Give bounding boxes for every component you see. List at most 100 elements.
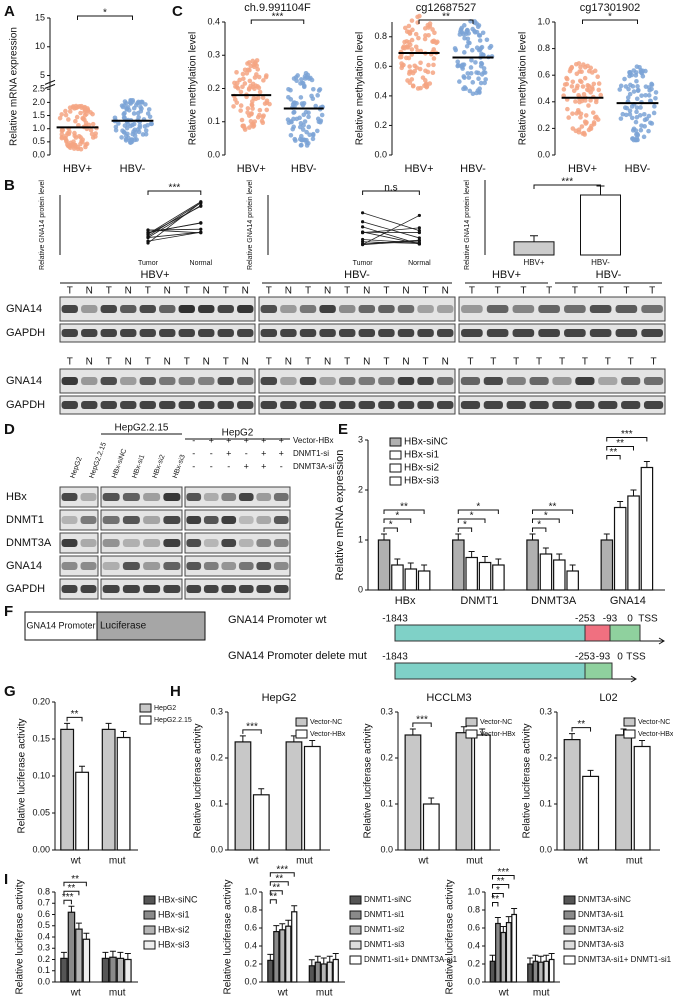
blot-band (338, 329, 356, 337)
y-tick-label: 0.2 (244, 958, 257, 968)
data-dot (260, 114, 266, 120)
error-bar (267, 953, 274, 961)
data-dot (89, 131, 95, 137)
blot-membrane (59, 509, 99, 531)
legend-swatch (349, 895, 362, 905)
x-tick-label: HBV+ (568, 163, 597, 175)
bar (492, 564, 505, 591)
data-dot (288, 97, 294, 102)
bar (543, 960, 550, 983)
data-dot (242, 67, 248, 73)
paired-dot (361, 231, 365, 235)
blot-band (417, 377, 434, 385)
data-dot (413, 44, 419, 50)
legend-label: Vector-NC (638, 719, 670, 726)
promoter-segment (394, 662, 586, 680)
position-label: 0 (627, 614, 633, 625)
data-dot (259, 118, 265, 124)
data-dot (248, 118, 254, 124)
treatment-mark: - (280, 461, 283, 471)
y-axis-label: Relative luciferase activity (445, 879, 456, 994)
data-dot (646, 128, 651, 134)
bar (511, 913, 518, 983)
data-dot (93, 134, 98, 139)
data-dot (430, 27, 435, 32)
y-axis-label: Relative luciferase activity (17, 718, 28, 833)
lane-label: T (520, 286, 526, 297)
lane-label: N (402, 286, 409, 297)
significance-bracket (606, 437, 648, 442)
legend-swatch (465, 729, 478, 739)
y-tick-label: 0.8 (467, 904, 480, 914)
bar (60, 957, 68, 983)
blot-band (143, 585, 161, 593)
legend-label: HBx-si3 (158, 939, 190, 949)
x-tick-label: wt (498, 988, 509, 999)
blot-band (61, 401, 78, 409)
blot-band (299, 329, 317, 337)
bar (417, 570, 431, 591)
bar (273, 930, 280, 983)
legend-label: Vector-NC (480, 719, 512, 726)
lane-label: N (285, 286, 292, 297)
data-dot (483, 77, 488, 82)
x-tick-label: HBV- (591, 258, 610, 267)
y-axis-label: Relative luciferase activity (363, 723, 374, 838)
data-dot (410, 27, 415, 33)
x-tick-label: Normal (190, 260, 213, 267)
error-bar (421, 564, 428, 571)
legend-swatch (143, 940, 156, 950)
error-bar (332, 953, 339, 960)
y-axis-label: Relative GNA14 protein level (464, 180, 471, 270)
blot-band (397, 401, 415, 409)
blot-band (256, 585, 272, 593)
y-tick-label: 0.20 (32, 696, 50, 706)
x-tick-label: HBV+ (404, 163, 433, 175)
blot-band (61, 516, 78, 524)
lane-label: T (513, 357, 519, 368)
blot-band (61, 562, 78, 570)
data-dot (582, 75, 588, 81)
data-dot (452, 46, 458, 51)
blot-band (260, 377, 278, 385)
data-dot (298, 95, 304, 100)
blot-band (552, 377, 572, 385)
error-bar (587, 769, 594, 777)
error-bar (291, 905, 298, 912)
error-bar (124, 953, 131, 960)
data-dot (477, 38, 483, 43)
paired-line (147, 201, 202, 235)
significance-bracket (269, 881, 289, 886)
significance: * (537, 520, 541, 531)
blot-band (552, 401, 572, 409)
data-dot (423, 82, 429, 88)
data-dot (293, 138, 298, 143)
significance: *** (497, 867, 509, 878)
lane-label: T (572, 286, 578, 297)
promoter-segment (584, 624, 611, 642)
paired-dot (146, 228, 150, 232)
blot-band (378, 329, 395, 337)
blot-membrane (59, 555, 99, 577)
panel-letter: H (170, 683, 181, 700)
legend-swatch (143, 895, 156, 905)
data-dot (470, 80, 476, 85)
error-bar (326, 955, 333, 963)
significance: ** (577, 719, 585, 730)
data-dot (86, 122, 92, 128)
blot-band (102, 539, 120, 547)
blot-band (529, 377, 549, 385)
y-tick-label: 2 (358, 484, 363, 494)
blot-band (102, 493, 120, 501)
lane-label: T (145, 286, 151, 297)
promoter-segment (584, 662, 613, 680)
chart-title: cg17301902 (580, 2, 641, 14)
data-dot (404, 55, 409, 61)
significance: *** (246, 722, 258, 733)
error-bar (505, 916, 512, 923)
data-dot (405, 78, 410, 83)
blot-band (378, 305, 395, 313)
lane-label: T (184, 286, 190, 297)
bar (332, 958, 339, 983)
data-dot (59, 132, 65, 137)
